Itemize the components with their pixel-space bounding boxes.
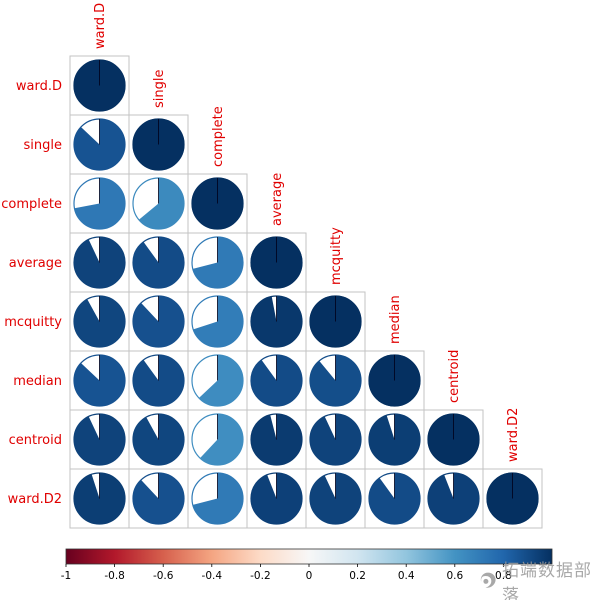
row-label-median: median [13,374,62,389]
grid-cell [482,468,543,529]
colorbar-tick-label-0.8: 0.8 [495,570,512,582]
col-label-median: median [388,295,403,344]
pie-wedge [133,414,185,466]
col-label-mcquitty: mcquitty [329,227,344,285]
pie-cell-median-mcquitty [305,350,366,411]
pie-cell-mcquitty-mcquitty [305,291,366,352]
col-label-single: single [152,70,167,109]
pie-cell-centroid-ward.D [69,409,130,470]
pie-cell-ward.D2-ward.D2 [482,468,543,529]
row-label-single: single [24,138,63,153]
pie-cell-median-ward.D [69,350,130,411]
pie-cell-ward.D-ward.D [69,55,130,116]
col-label-ward.D: ward.D [93,3,108,49]
col-label-complete: complete [211,106,226,167]
pie-cell-mcquitty-ward.D [69,291,130,352]
pie-cell-mcquitty-average [246,291,307,352]
pie-wedge [250,473,302,525]
pie-wedge [138,178,184,230]
col-label-centroid: centroid [447,350,462,403]
row-label-complete: complete [1,197,62,212]
pie-cell-complete-complete [187,173,248,234]
colorbar-tick-label--0.4: -0.4 [202,570,223,582]
pie-cell-centroid-average [246,409,307,470]
pie-wedge [193,296,244,348]
colorbar-tick-label--0.6: -0.6 [153,570,174,582]
pie-cell-median-single [128,350,189,411]
row-label-centroid: centroid [9,433,62,448]
colorbar-tick-label-0.2: 0.2 [349,570,366,582]
col-label-average: average [270,173,285,226]
row-label-average: average [9,256,62,271]
pie-cell-centroid-single [128,409,189,470]
pie-cell-mcquitty-single [128,291,189,352]
pie-cell-median-median [364,350,425,411]
colorbar-tick-label--0.8: -0.8 [104,570,125,582]
pie-wedge [192,473,244,525]
pie-wedge [200,414,243,465]
pie-cell-ward.D2-ward.D [69,468,130,529]
pie-wedge [132,473,184,525]
pie-cell-ward.D2-median [364,468,425,529]
pie-cell-average-average [246,232,307,293]
pie-cell-centroid-mcquitty [305,409,366,470]
pie-cell-ward.D2-mcquitty [305,468,366,529]
colorbar-tick-label-0.4: 0.4 [398,570,415,582]
pie-cell-median-average [246,350,307,411]
pie-cell-average-ward.D [69,232,130,293]
colorbar-tick-label-0: 0 [306,570,313,582]
pie-cell-average-single [128,232,189,293]
pie-cell-single-ward.D [69,114,130,175]
pie-cell-ward.D2-centroid [423,468,484,529]
row-label-mcquitty: mcquitty [4,315,62,330]
pie-cell-centroid-complete [187,409,248,470]
pie-cell-centroid-centroid [423,409,484,470]
colorbar-tick-label-0.6: 0.6 [446,570,463,582]
pie-cell-centroid-median [364,409,425,470]
pie-cell-mcquitty-complete [187,291,248,352]
row-label-ward.D2: ward.D2 [8,492,62,507]
pie-cell-complete-single [128,173,189,234]
pie-cell-ward.D2-single [128,468,189,529]
pie-cell-complete-ward.D [69,173,130,234]
pie-cell-ward.D2-average [246,468,307,529]
row-label-ward.D: ward.D [16,79,62,94]
colorbar-tick-label--1: -1 [61,570,71,582]
pie-cell-single-single [128,114,189,175]
pie-cell-average-complete [187,232,248,293]
colorbar [65,548,553,565]
pie-wedge [427,473,479,525]
pie-wedge [198,355,244,407]
pie-cell-ward.D2-complete [187,468,248,529]
colorbar-tick-label--0.2: -0.2 [250,570,271,582]
pie-cell-median-complete [187,350,248,411]
col-label-ward.D2: ward.D2 [506,408,521,462]
